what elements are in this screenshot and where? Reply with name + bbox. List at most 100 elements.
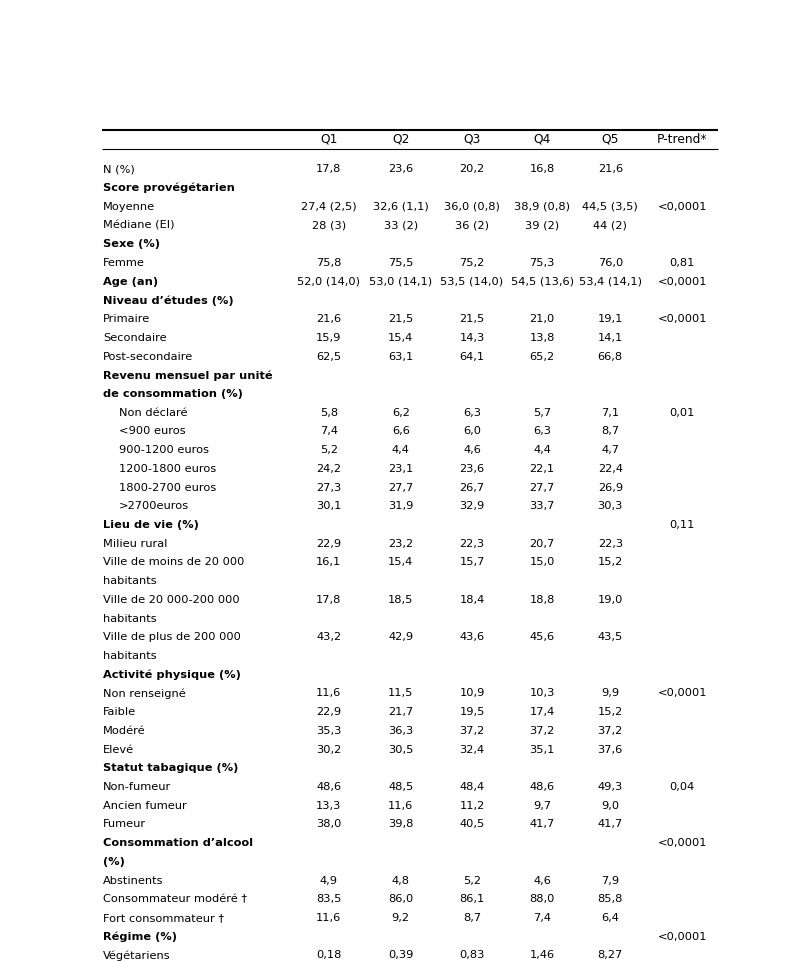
Text: 17,8: 17,8: [316, 595, 342, 604]
Text: Activité physique (%): Activité physique (%): [103, 670, 241, 680]
Text: 8,7: 8,7: [601, 427, 619, 436]
Text: 7,1: 7,1: [601, 407, 619, 418]
Text: Q5: Q5: [602, 133, 619, 146]
Text: 18,8: 18,8: [530, 595, 554, 604]
Text: Fumeur: Fumeur: [103, 820, 146, 829]
Text: 4,6: 4,6: [463, 445, 481, 456]
Text: 15,4: 15,4: [388, 333, 414, 343]
Text: 21,5: 21,5: [459, 314, 485, 324]
Text: 48,4: 48,4: [459, 782, 485, 792]
Text: 48,5: 48,5: [388, 782, 414, 792]
Text: 22,3: 22,3: [598, 539, 623, 549]
Text: Ancien fumeur: Ancien fumeur: [103, 801, 187, 811]
Text: habitants: habitants: [103, 651, 157, 661]
Text: 23,6: 23,6: [388, 164, 414, 175]
Text: 53,5 (14,0): 53,5 (14,0): [441, 277, 503, 286]
Text: 6,6: 6,6: [392, 427, 410, 436]
Text: 23,1: 23,1: [388, 464, 414, 474]
Text: 64,1: 64,1: [459, 352, 485, 361]
Text: de consommation (%): de consommation (%): [103, 389, 243, 399]
Text: Revenu mensuel par unité: Revenu mensuel par unité: [103, 370, 273, 381]
Text: 27,7: 27,7: [388, 482, 414, 493]
Text: <0,0001: <0,0001: [658, 202, 707, 211]
Text: 30,3: 30,3: [598, 502, 623, 511]
Text: 16,1: 16,1: [316, 557, 342, 568]
Text: 0,18: 0,18: [316, 950, 342, 960]
Text: 38,9 (0,8): 38,9 (0,8): [514, 202, 570, 211]
Text: 41,7: 41,7: [598, 820, 623, 829]
Text: N (%): N (%): [103, 164, 135, 175]
Text: 23,2: 23,2: [388, 539, 414, 549]
Text: 32,6 (1,1): 32,6 (1,1): [373, 202, 429, 211]
Text: 21,6: 21,6: [316, 314, 342, 324]
Text: 53,0 (14,1): 53,0 (14,1): [369, 277, 432, 286]
Text: 4,7: 4,7: [602, 445, 619, 456]
Text: Lieu de vie (%): Lieu de vie (%): [103, 520, 199, 530]
Text: Moyenne: Moyenne: [103, 202, 155, 211]
Text: Médiane (EI): Médiane (EI): [103, 221, 174, 231]
Text: Abstinents: Abstinents: [103, 875, 163, 886]
Text: 62,5: 62,5: [316, 352, 342, 361]
Text: 19,5: 19,5: [459, 707, 485, 717]
Text: Score provégétarien: Score provégétarien: [103, 183, 235, 193]
Text: 43,2: 43,2: [316, 632, 342, 642]
Text: 10,9: 10,9: [459, 688, 485, 699]
Text: 22,9: 22,9: [316, 539, 342, 549]
Text: 39 (2): 39 (2): [525, 221, 559, 231]
Text: 900-1200 euros: 900-1200 euros: [118, 445, 209, 456]
Text: 1,46: 1,46: [530, 950, 554, 960]
Text: 1200-1800 euros: 1200-1800 euros: [118, 464, 216, 474]
Text: 36,3: 36,3: [388, 726, 414, 736]
Text: 11,6: 11,6: [388, 801, 414, 811]
Text: 8,27: 8,27: [598, 950, 623, 960]
Text: 8,7: 8,7: [463, 913, 481, 924]
Text: 22,4: 22,4: [598, 464, 622, 474]
Text: <0,0001: <0,0001: [658, 688, 707, 699]
Text: Non renseigné: Non renseigné: [103, 688, 186, 699]
Text: 30,2: 30,2: [316, 745, 342, 754]
Text: 14,3: 14,3: [459, 333, 485, 343]
Text: 85,8: 85,8: [598, 895, 623, 904]
Text: Non-fumeur: Non-fumeur: [103, 782, 171, 792]
Text: 32,4: 32,4: [459, 745, 485, 754]
Text: 27,7: 27,7: [530, 482, 554, 493]
Text: 11,2: 11,2: [459, 801, 485, 811]
Text: Régime (%): Régime (%): [103, 931, 177, 942]
Text: 13,8: 13,8: [530, 333, 554, 343]
Text: 4,9: 4,9: [320, 875, 338, 886]
Text: 40,5: 40,5: [459, 820, 485, 829]
Text: 1800-2700 euros: 1800-2700 euros: [118, 482, 216, 493]
Text: Niveau d’études (%): Niveau d’études (%): [103, 295, 234, 306]
Text: 20,7: 20,7: [530, 539, 554, 549]
Text: Elevé: Elevé: [103, 745, 134, 754]
Text: 26,9: 26,9: [598, 482, 623, 493]
Text: Non déclaré: Non déclaré: [118, 407, 187, 418]
Text: 21,6: 21,6: [598, 164, 623, 175]
Text: 36,0 (0,8): 36,0 (0,8): [444, 202, 500, 211]
Text: 17,8: 17,8: [316, 164, 342, 175]
Text: <0,0001: <0,0001: [658, 277, 707, 286]
Text: 75,3: 75,3: [530, 258, 554, 268]
Text: 6,4: 6,4: [602, 913, 619, 924]
Text: 19,1: 19,1: [598, 314, 623, 324]
Text: Primaire: Primaire: [103, 314, 150, 324]
Text: 7,9: 7,9: [601, 875, 619, 886]
Text: 18,5: 18,5: [388, 595, 414, 604]
Text: 11,5: 11,5: [388, 688, 414, 699]
Text: 0,39: 0,39: [388, 950, 414, 960]
Text: 49,3: 49,3: [598, 782, 623, 792]
Text: 0,11: 0,11: [670, 520, 695, 530]
Text: 15,9: 15,9: [316, 333, 342, 343]
Text: 43,5: 43,5: [598, 632, 623, 642]
Text: Végétariens: Végétariens: [103, 950, 170, 961]
Text: 5,2: 5,2: [320, 445, 338, 456]
Text: Faible: Faible: [103, 707, 136, 717]
Text: Q3: Q3: [463, 133, 481, 146]
Text: 23,6: 23,6: [459, 464, 485, 474]
Text: 15,2: 15,2: [598, 707, 623, 717]
Text: 37,2: 37,2: [530, 726, 554, 736]
Text: 48,6: 48,6: [530, 782, 554, 792]
Text: 5,7: 5,7: [533, 407, 551, 418]
Text: 15,2: 15,2: [598, 557, 623, 568]
Text: 9,2: 9,2: [392, 913, 410, 924]
